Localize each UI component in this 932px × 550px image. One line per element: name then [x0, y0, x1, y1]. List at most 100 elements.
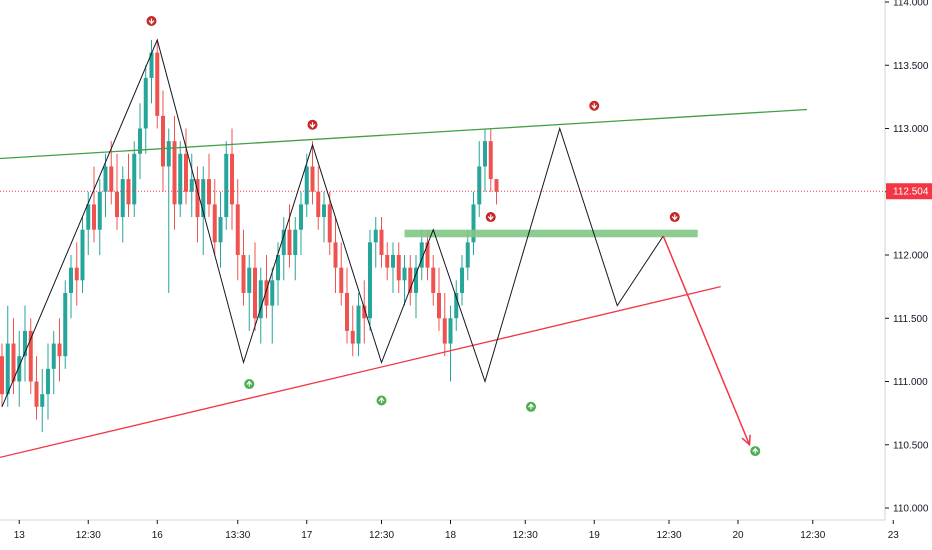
candle[interactable] — [385, 242, 390, 281]
candle-body[interactable] — [57, 343, 62, 357]
candle-body[interactable] — [230, 153, 234, 205]
candle-body[interactable] — [218, 217, 223, 243]
candle[interactable] — [115, 153, 119, 230]
candle-body[interactable] — [385, 255, 390, 268]
candle[interactable] — [402, 255, 407, 306]
candle[interactable] — [103, 153, 108, 218]
candle-body[interactable] — [488, 141, 493, 180]
candle-body[interactable] — [287, 229, 292, 255]
projection-arrow-line[interactable] — [662, 235, 751, 446]
candle-body[interactable] — [69, 267, 73, 293]
candle[interactable] — [5, 305, 10, 407]
candle-body[interactable] — [276, 255, 280, 281]
candle[interactable] — [373, 217, 378, 268]
candle-body[interactable] — [184, 153, 188, 192]
candle-body[interactable] — [373, 229, 378, 243]
candle[interactable] — [97, 179, 102, 255]
candle[interactable] — [264, 255, 269, 319]
candle-body[interactable] — [327, 204, 332, 243]
candle-body[interactable] — [454, 292, 459, 319]
candle-body[interactable] — [74, 267, 79, 281]
candle[interactable] — [396, 242, 401, 293]
candle[interactable] — [212, 179, 217, 255]
candle[interactable] — [454, 280, 459, 331]
candle-body[interactable] — [80, 229, 85, 281]
candle[interactable] — [138, 103, 142, 180]
candle[interactable] — [465, 229, 470, 281]
resistance-zone[interactable] — [404, 229, 698, 238]
candle-body[interactable] — [396, 255, 401, 281]
candle-body[interactable] — [304, 166, 309, 205]
candle-body[interactable] — [5, 343, 10, 395]
candle-body[interactable] — [264, 280, 269, 306]
candle-body[interactable] — [477, 166, 482, 205]
candle-body[interactable] — [253, 267, 257, 319]
candle[interactable] — [46, 343, 50, 420]
candle-body[interactable] — [201, 179, 206, 218]
candle[interactable] — [235, 179, 240, 281]
candle-body[interactable] — [345, 292, 349, 331]
zigzag-line[interactable] — [1, 38, 664, 407]
candle[interactable] — [483, 128, 487, 192]
candle[interactable] — [120, 166, 125, 243]
candle[interactable] — [414, 255, 418, 319]
candle[interactable] — [224, 141, 229, 230]
candle-body[interactable] — [270, 280, 275, 306]
candle[interactable] — [230, 128, 234, 230]
candle[interactable] — [28, 318, 33, 395]
candle-body[interactable] — [172, 141, 177, 205]
candle-body[interactable] — [247, 267, 252, 293]
candle[interactable] — [258, 267, 263, 344]
candle-body[interactable] — [437, 292, 441, 319]
candle-body[interactable] — [92, 204, 96, 230]
price-axis[interactable]: 110.000 110.500 111.000 111.500 112.000 112.5… — [884, 0, 932, 520]
candle-body[interactable] — [241, 255, 246, 293]
candle-body[interactable] — [414, 267, 418, 293]
candle[interactable] — [149, 39, 154, 104]
candle-body[interactable] — [0, 356, 4, 395]
candle-body[interactable] — [339, 267, 344, 293]
candle[interactable] — [327, 191, 332, 255]
candle[interactable] — [345, 267, 349, 344]
candle-body[interactable] — [483, 141, 487, 167]
candle-body[interactable] — [224, 153, 229, 218]
candle-body[interactable] — [460, 267, 464, 293]
candle[interactable] — [425, 229, 430, 281]
candle-body[interactable] — [299, 204, 303, 230]
candle[interactable] — [379, 217, 384, 268]
candle-body[interactable] — [258, 280, 263, 319]
candle[interactable] — [189, 153, 194, 218]
candle[interactable] — [143, 65, 148, 154]
candle-body[interactable] — [166, 141, 171, 167]
time-axis[interactable]: 13 12:30 16 13:30 17 12:30 18 12:30 19 12:30 20 12:… — [0, 519, 899, 541]
candle-body[interactable] — [103, 166, 108, 192]
candle[interactable] — [362, 280, 367, 344]
candle[interactable] — [178, 141, 183, 218]
candle-body[interactable] — [109, 166, 114, 192]
candle[interactable] — [69, 255, 73, 319]
candle[interactable] — [431, 255, 436, 306]
candle-body[interactable] — [333, 242, 338, 268]
candle-body[interactable] — [149, 52, 154, 78]
candle[interactable] — [299, 191, 303, 255]
candle-body[interactable] — [419, 242, 424, 268]
candle-body[interactable] — [195, 179, 200, 218]
candle-body[interactable] — [97, 191, 102, 230]
candle[interactable] — [471, 191, 476, 255]
candle-body[interactable] — [465, 242, 470, 268]
candle[interactable] — [155, 39, 160, 129]
candle-body[interactable] — [155, 52, 160, 116]
candle-body[interactable] — [178, 153, 183, 205]
candle-body[interactable] — [350, 330, 355, 344]
candle[interactable] — [166, 128, 171, 293]
candle-body[interactable] — [281, 229, 286, 255]
candle[interactable] — [339, 242, 344, 306]
candle[interactable] — [34, 356, 39, 420]
candle[interactable] — [419, 229, 424, 281]
candle-body[interactable] — [120, 179, 125, 218]
candle[interactable] — [494, 179, 499, 205]
candle[interactable] — [281, 217, 286, 281]
candle-body[interactable] — [212, 204, 217, 243]
candle-body[interactable] — [448, 318, 453, 344]
